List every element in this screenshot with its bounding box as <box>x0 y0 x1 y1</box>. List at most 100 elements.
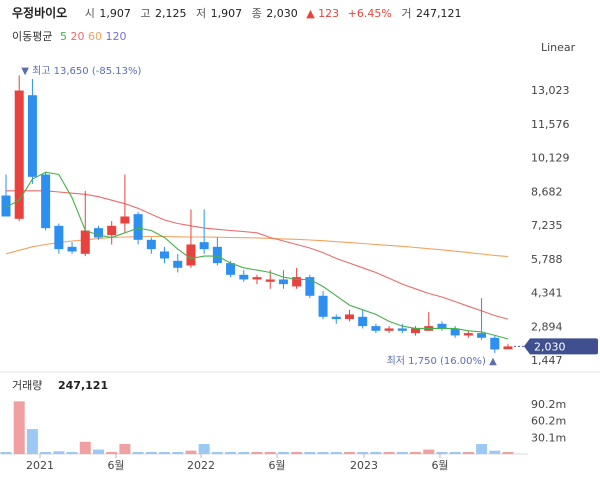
volume-tick-label: 60.2m <box>531 415 566 428</box>
candle-body <box>331 316 341 320</box>
candle-body <box>67 246 77 252</box>
volume-bar <box>225 452 237 454</box>
candle-body <box>490 337 500 350</box>
ma-20: 20 <box>70 30 85 43</box>
ma-legend-label: 이동평균 <box>12 30 53 43</box>
max-price-annotation: ▼ 최고 13,650 (-85.13%) <box>21 65 141 77</box>
candle-body <box>160 251 170 259</box>
open-label: 시 <box>84 7 95 20</box>
volume-bar <box>0 452 12 454</box>
candle-body <box>450 328 460 336</box>
volume-bar <box>410 452 422 454</box>
candle-body <box>384 328 394 331</box>
ma20-line <box>6 190 509 320</box>
close-value: 2,030 <box>266 7 298 20</box>
y-tick-label: 4,341 <box>531 287 563 300</box>
low-value: 1,907 <box>210 7 243 20</box>
volume-bar <box>476 444 488 454</box>
candle-body <box>371 326 381 331</box>
y-tick-label: 8,682 <box>531 185 563 198</box>
candle-body <box>146 239 156 250</box>
candle-body <box>437 323 447 329</box>
ma-60: 60 <box>87 30 102 43</box>
candle-body <box>120 216 130 224</box>
volume-bar <box>396 452 408 454</box>
volume-bar <box>119 444 131 454</box>
volume-bar <box>317 452 329 454</box>
candle-body <box>80 230 90 254</box>
y-tick-label: 2,894 <box>531 320 563 333</box>
volume-bar <box>92 449 104 454</box>
ma-120: 120 <box>105 30 127 43</box>
candle-body <box>107 225 117 236</box>
volume-bar <box>502 452 514 454</box>
moving-average-legend[interactable]: 이동평균 5 20 60 120 <box>12 28 126 44</box>
volume-bar <box>383 452 395 454</box>
x-tick-label: 2022 <box>187 459 215 472</box>
volume-label: 거 <box>401 7 412 20</box>
price-header: 우정바이오 시 1,907 고 2,125 저 1,907 종 2,030 ▲ … <box>12 4 461 21</box>
candle-body <box>226 263 236 275</box>
volume-bar <box>145 452 157 454</box>
candle-body <box>239 274 249 280</box>
volume-section-label: 거래량 <box>12 379 42 392</box>
high-value: 2,125 <box>154 7 187 20</box>
volume-tick-label: 90.2m <box>531 398 566 411</box>
volume-bar <box>370 452 382 454</box>
volume-value: 247,121 <box>415 7 462 20</box>
volume-bar <box>304 452 316 454</box>
volume-bar <box>251 452 263 454</box>
volume-bar <box>26 429 38 454</box>
candle-body <box>93 228 103 238</box>
volume-bar <box>66 452 78 454</box>
volume-section-value: 247,121 <box>58 379 108 392</box>
volume-bar <box>53 451 65 454</box>
volume-bar <box>277 452 289 454</box>
candle-body <box>1 195 11 217</box>
candle-body <box>305 277 315 296</box>
candle-body <box>199 242 209 250</box>
open-value: 1,907 <box>99 7 131 20</box>
last-price-label: 2,030 <box>534 340 566 353</box>
stock-name: 우정바이오 <box>12 6 68 20</box>
candle-body <box>463 333 473 336</box>
volume-bar <box>489 450 501 454</box>
volume-bar <box>357 452 369 454</box>
volume-bar <box>40 452 52 454</box>
volume-bar <box>185 450 197 454</box>
volume-bar <box>79 441 91 454</box>
volume-bar <box>172 452 184 454</box>
x-tick-label: 6월 <box>431 459 448 472</box>
scale-mode-button[interactable]: Linear <box>541 41 576 54</box>
volume-bar <box>238 452 250 454</box>
x-tick-label: 2023 <box>350 459 378 472</box>
volume-bar <box>198 444 210 454</box>
candle-body <box>397 328 407 331</box>
candle-body <box>265 279 275 282</box>
close-label: 종 <box>251 7 262 20</box>
y-tick-label: 1,447 <box>531 354 563 367</box>
y-tick-label: 5,788 <box>531 253 563 266</box>
volume-bar <box>211 452 223 454</box>
candle-body <box>14 90 24 219</box>
volume-bar <box>159 452 171 454</box>
change-percent: +6.45% <box>347 7 392 20</box>
volume-bar <box>106 452 118 454</box>
candle-body <box>344 314 354 320</box>
ma5-line <box>5 171 509 340</box>
y-tick-label: 10,129 <box>531 152 570 165</box>
x-tick-label: 2021 <box>26 459 54 472</box>
candle-body <box>27 95 37 177</box>
volume-bar <box>13 401 25 454</box>
last-price-tag <box>524 338 598 355</box>
volume-tick-label: 30.1m <box>531 431 566 444</box>
candle-body <box>54 225 64 250</box>
y-tick-label: 11,576 <box>531 118 570 131</box>
ma-5: 5 <box>59 30 67 43</box>
candle-body <box>411 328 421 334</box>
volume-bar <box>132 452 144 454</box>
y-tick-label: 13,023 <box>531 84 570 97</box>
candle-body <box>133 214 143 240</box>
candle-body <box>41 174 51 229</box>
